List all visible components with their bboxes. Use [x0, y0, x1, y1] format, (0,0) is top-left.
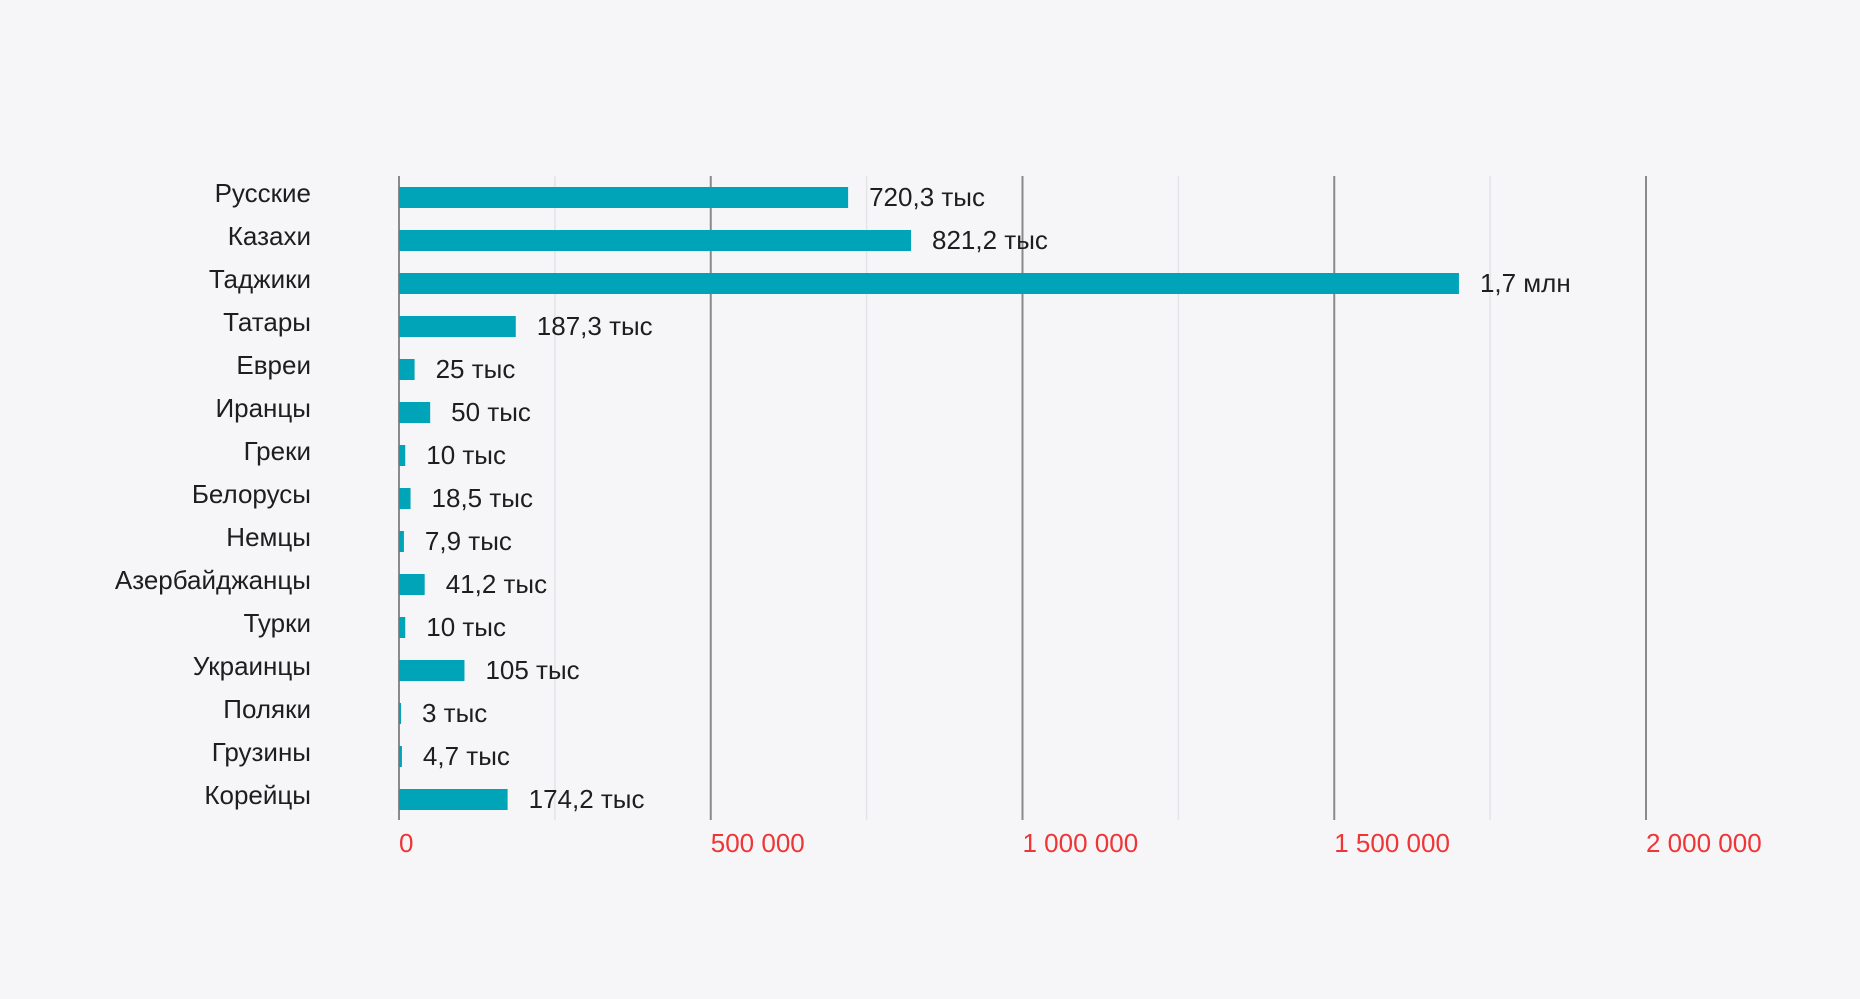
category-label: Грузины	[212, 737, 311, 767]
category-label: Азербайджанцы	[115, 565, 311, 595]
data-label: 821,2 тыс	[932, 225, 1048, 255]
data-label: 50 тыс	[451, 397, 531, 427]
category-label: Турки	[244, 608, 312, 638]
bar	[399, 531, 404, 552]
data-label: 105 тыс	[485, 655, 579, 685]
bar	[399, 273, 1459, 294]
bar	[399, 187, 849, 208]
x-tick-label: 500 000	[711, 828, 805, 858]
bar	[399, 230, 912, 251]
category-label: Украинцы	[193, 651, 311, 681]
data-label: 7,9 тыс	[425, 526, 512, 556]
data-label: 10 тыс	[426, 612, 506, 642]
bar	[399, 746, 402, 767]
category-label: Казахи	[228, 221, 311, 251]
bar	[399, 359, 415, 380]
category-label: Греки	[244, 436, 311, 466]
bar	[399, 445, 406, 466]
category-label: Таджики	[209, 264, 311, 294]
data-label: 3 тыс	[422, 698, 487, 728]
x-tick-label: 2 000 000	[1646, 828, 1762, 858]
bar	[399, 789, 508, 810]
bar	[399, 617, 406, 638]
data-label: 187,3 тыс	[537, 311, 653, 341]
data-label: 174,2 тыс	[529, 784, 645, 814]
data-label: 41,2 тыс	[446, 569, 547, 599]
data-label: 1,7 млн	[1480, 268, 1571, 298]
data-label: 18,5 тыс	[432, 483, 533, 513]
bar	[399, 574, 425, 595]
category-label: Корейцы	[204, 780, 311, 810]
data-label: 4,7 тыс	[423, 741, 510, 771]
category-label: Поляки	[223, 694, 311, 724]
x-tick-label: 0	[399, 828, 413, 858]
category-label: Иранцы	[215, 393, 311, 423]
category-label: Русские	[215, 178, 311, 208]
bar	[399, 703, 401, 724]
category-label: Татары	[223, 307, 311, 337]
bar	[399, 660, 465, 681]
x-tick-label: 1 000 000	[1023, 828, 1139, 858]
data-label: 25 тыс	[436, 354, 516, 384]
category-label: Евреи	[236, 350, 311, 380]
category-label: Немцы	[226, 522, 311, 552]
x-tick-label: 1 500 000	[1334, 828, 1450, 858]
data-label: 720,3 тыс	[869, 182, 985, 212]
bar	[399, 316, 516, 337]
bar	[399, 488, 411, 509]
category-label: Белорусы	[192, 479, 311, 509]
bar	[399, 402, 431, 423]
data-label: 10 тыс	[426, 440, 506, 470]
